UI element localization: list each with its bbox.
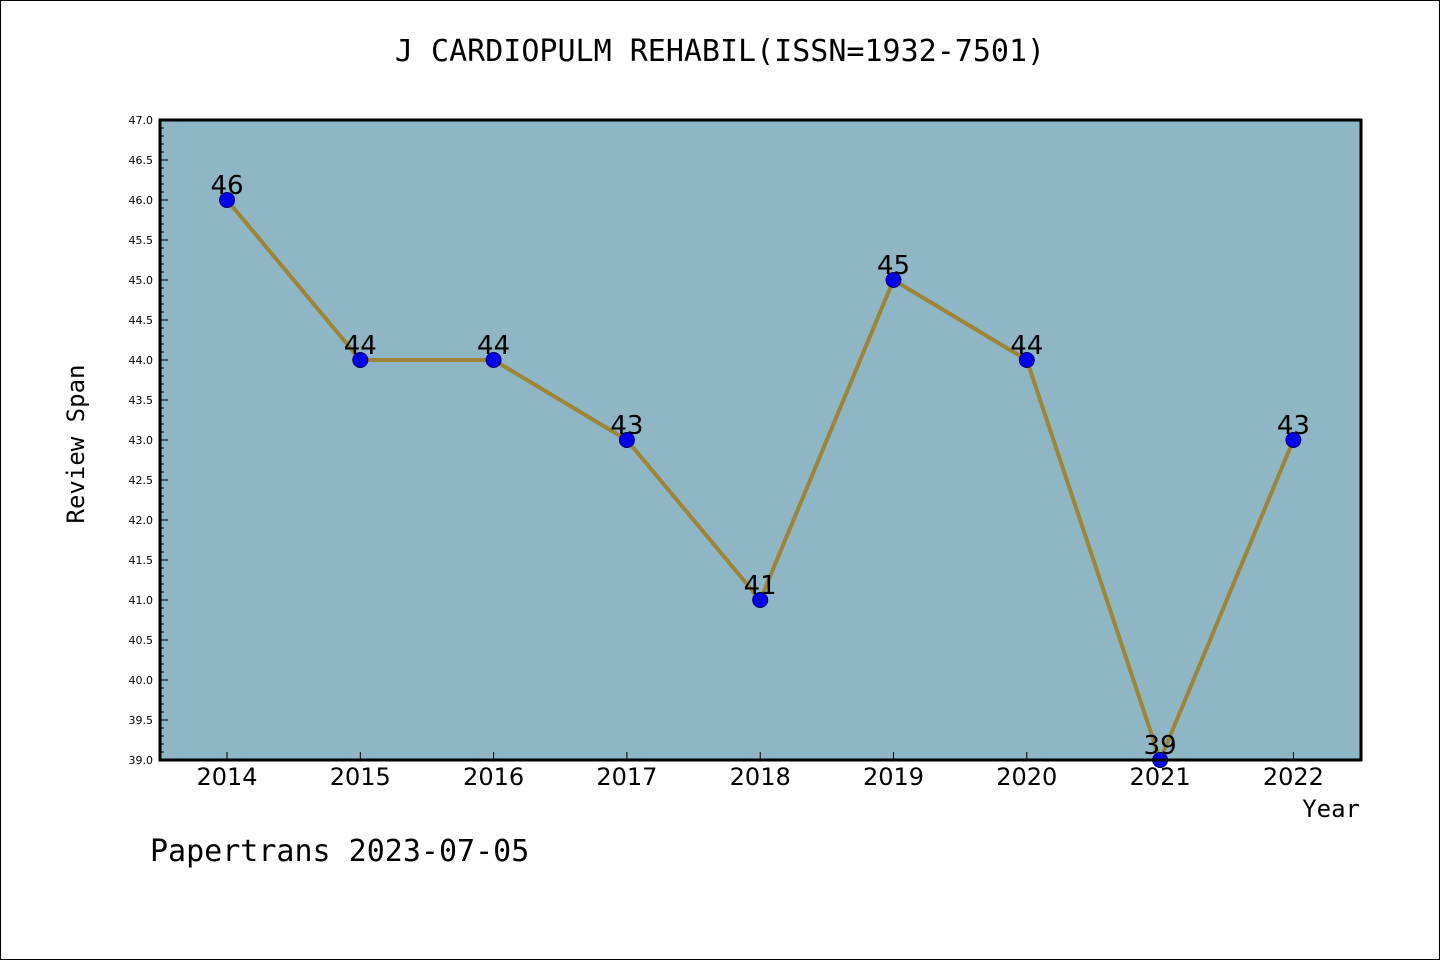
data-point-marker xyxy=(618,432,635,448)
x-tick-label: 2018 xyxy=(730,763,791,791)
data-label: 41 xyxy=(744,571,777,601)
y-tick-label: 39.0 xyxy=(129,754,154,767)
footer-watermark: Papertrans 2023-07-05 xyxy=(150,834,530,869)
y-tick-label: 42.5 xyxy=(129,474,154,487)
axes-frame xyxy=(158,118,1363,762)
data-label: 43 xyxy=(1277,411,1310,441)
data-point-marker xyxy=(752,592,769,608)
y-tick-label: 44.0 xyxy=(129,354,154,367)
data-point-marker xyxy=(485,352,502,368)
x-axis-label: Year xyxy=(1302,795,1360,823)
y-tick-label: 40.0 xyxy=(129,674,154,687)
x-tick-label: 2014 xyxy=(196,763,257,791)
x-tick-label: 2017 xyxy=(596,763,657,791)
y-tick-label: 46.0 xyxy=(129,194,154,207)
y-tick-label: 39.5 xyxy=(129,714,154,727)
y-tick-label: 44.5 xyxy=(129,314,154,327)
x-tick-label: 2020 xyxy=(996,763,1057,791)
data-label: 39 xyxy=(1144,731,1177,761)
data-label: 44 xyxy=(477,331,510,361)
plot-area xyxy=(160,120,1361,760)
y-tick-label: 41.0 xyxy=(129,594,154,607)
x-tick-label: 2015 xyxy=(330,763,391,791)
chart-title: J CARDIOPULM REHABIL(ISSN=1932-7501) xyxy=(394,34,1046,69)
y-tick-label: 43.5 xyxy=(129,394,154,407)
y-tick-label: 46.5 xyxy=(129,154,154,167)
data-label: 45 xyxy=(877,251,910,281)
y-tick-label: 43.0 xyxy=(129,434,154,447)
y-tick-label: 45.0 xyxy=(129,274,154,287)
y-tick-label: 45.5 xyxy=(129,234,154,247)
x-tick-label: 2022 xyxy=(1263,763,1324,791)
x-tick-label: 2016 xyxy=(463,763,524,791)
data-label: 43 xyxy=(610,411,643,441)
x-tick-label: 2019 xyxy=(863,763,924,791)
data-point-marker xyxy=(219,192,235,208)
data-point-marker xyxy=(352,352,369,368)
data-point-marker xyxy=(885,272,902,288)
y-tick-label: 42.0 xyxy=(129,514,154,527)
y-tick-label: 40.5 xyxy=(129,634,154,647)
data-point-marker xyxy=(1285,432,1302,448)
data-label: 46 xyxy=(210,171,243,201)
data-label: 44 xyxy=(344,331,377,361)
data-label: 44 xyxy=(1010,331,1043,361)
y-tick-label: 41.5 xyxy=(129,554,154,567)
y-tick-label: 47.0 xyxy=(129,114,154,127)
data-point-marker xyxy=(1018,352,1035,368)
